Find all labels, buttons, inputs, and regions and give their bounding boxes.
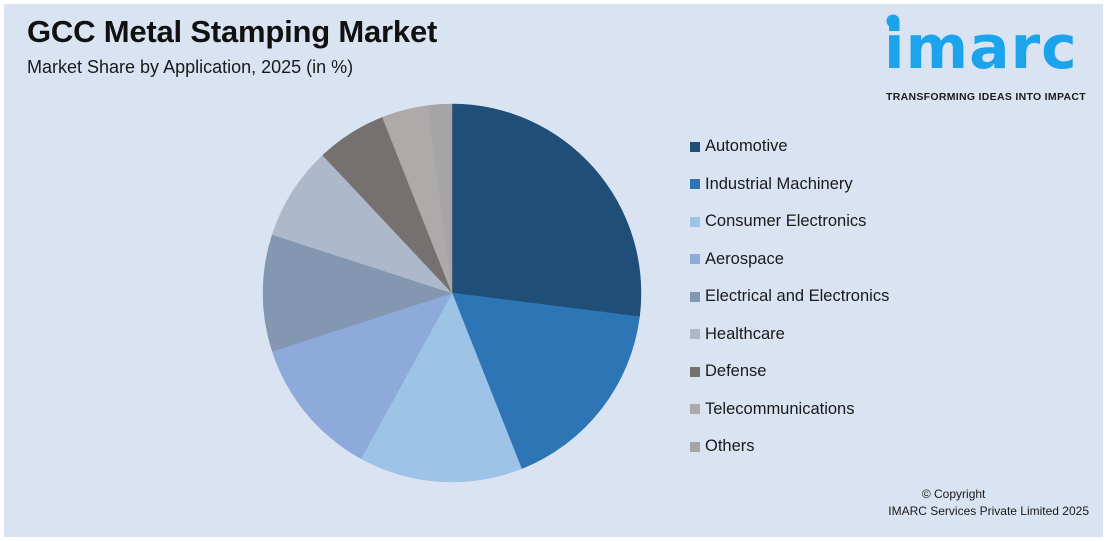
legend-item: Healthcare: [690, 316, 889, 354]
pie-slice-automotive: [451, 103, 642, 317]
pie-slice-others: [428, 103, 453, 294]
legend-item: Telecommunications: [690, 391, 889, 429]
legend-swatch-icon: [690, 141, 700, 152]
chart-subtitle: Market Share by Application, 2025 (in %): [27, 57, 354, 77]
imarc-logo: imarc TRANSFORMING IDEAS INTO IMPACT: [880, 12, 1095, 107]
legend-label: Industrial Machinery: [705, 174, 853, 193]
logo-wordmark: imarc: [884, 13, 1078, 83]
copyright-line-1: © Copyright: [921, 487, 986, 501]
legend-item: Automotive: [690, 128, 889, 166]
legend-label: Electrical and Electronics: [705, 287, 890, 306]
legend-label: Automotive: [705, 137, 788, 156]
chart-title: GCC Metal Stamping Market: [27, 14, 438, 49]
legend-label: Telecommunications: [705, 399, 855, 418]
legend-swatch-icon: [690, 404, 700, 415]
pie-slice-electrical-and-electronics: [262, 234, 453, 352]
copyright-notice: © Copyright IMARC Services Private Limit…: [888, 486, 1089, 520]
legend-item: Defense: [690, 353, 889, 391]
legend-swatch-icon: [690, 329, 700, 340]
pie-slice-industrial-machinery: [451, 292, 640, 470]
pie-chart: [262, 103, 642, 483]
legend-label: Defense: [705, 362, 767, 381]
legend-label: Healthcare: [705, 324, 785, 343]
legend-swatch-icon: [690, 366, 700, 377]
chart-legend: Automotive Industrial Machinery Consumer E…: [690, 128, 889, 466]
legend-swatch-icon: [690, 441, 700, 452]
legend-label: Aerospace: [705, 249, 784, 268]
legend-item: Aerospace: [690, 241, 889, 279]
legend-item: Consumer Electronics: [690, 203, 889, 241]
legend-swatch-icon: [690, 291, 700, 302]
copyright-line-2: IMARC Services Private Limited 2025: [888, 504, 1089, 518]
legend-swatch-icon: [690, 216, 700, 227]
legend-item: Others: [690, 428, 889, 466]
pie-slice-consumer-electronics: [360, 292, 522, 483]
legend-swatch-icon: [690, 254, 700, 265]
legend-swatch-icon: [690, 179, 700, 190]
logo-tagline: TRANSFORMING IDEAS INTO IMPACT: [886, 91, 1086, 103]
pie-slice-aerospace: [271, 292, 453, 459]
legend-label: Others: [705, 437, 755, 456]
legend-label: Consumer Electronics: [705, 212, 867, 231]
pie-slice-healthcare: [271, 154, 453, 294]
logo-dot-icon: [886, 14, 900, 28]
legend-item: Industrial Machinery: [690, 166, 889, 204]
legend-item: Electrical and Electronics: [690, 278, 889, 316]
